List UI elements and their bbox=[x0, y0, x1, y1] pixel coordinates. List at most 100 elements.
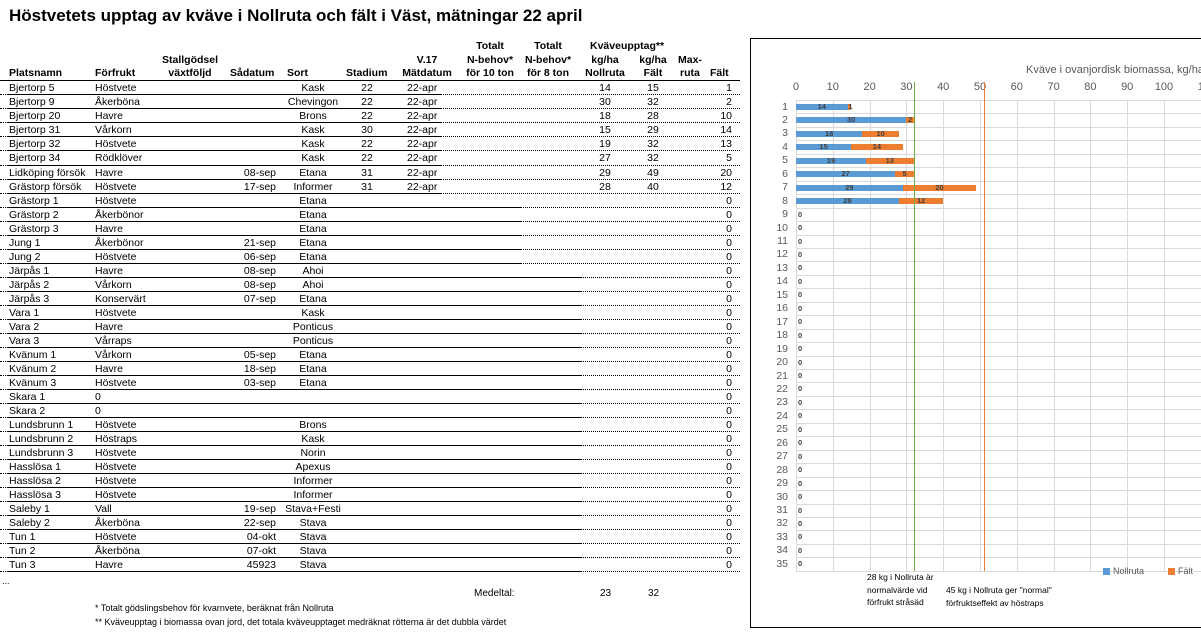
cell-nollruta: 14 bbox=[599, 82, 611, 94]
cell-forfrukt: Vårkorn bbox=[95, 124, 132, 136]
annotation-green-line-2: normalvärde vid bbox=[867, 584, 928, 595]
table-row: Vara 3 Vårraps Ponticus 0 bbox=[0, 334, 740, 349]
cell-forfrukt: Rödklöver bbox=[95, 152, 143, 164]
cell-platsnamn: Grästorp 2 bbox=[9, 209, 59, 222]
bar-falt[interactable] bbox=[899, 198, 944, 205]
table-row: Hasslösa 1 Höstvete Apexus 0 bbox=[0, 460, 740, 475]
bar-falt[interactable] bbox=[906, 117, 914, 124]
annotation-green-line-3: förfrukt stråsäd bbox=[867, 597, 924, 607]
bar-falt[interactable] bbox=[895, 171, 914, 178]
cell-diff: 10 bbox=[720, 110, 732, 122]
cell-diff: 0 bbox=[726, 223, 732, 236]
row-border bbox=[440, 136, 740, 137]
cell-stadium: 22 bbox=[361, 96, 373, 108]
cell-forfrukt: Vårkorn bbox=[95, 279, 132, 292]
y-tick-label: 25 bbox=[776, 423, 788, 436]
cell-diff: 0 bbox=[726, 391, 732, 404]
cell-diff: 0 bbox=[726, 405, 732, 418]
bar-nollruta[interactable] bbox=[796, 184, 903, 191]
bar-falt[interactable] bbox=[902, 184, 977, 191]
gridline bbox=[796, 382, 1201, 384]
cell-diff: 0 bbox=[726, 545, 732, 558]
cell-sort: Kask bbox=[301, 138, 325, 150]
cell-sort: Kask bbox=[301, 152, 325, 164]
cell-sort: Ponticus bbox=[292, 335, 334, 348]
cell-forfrukt: Höstvete bbox=[95, 195, 137, 208]
gridline bbox=[1053, 100, 1055, 572]
cell-nollruta: 28 bbox=[599, 181, 611, 194]
cell-nollruta: 15 bbox=[599, 124, 611, 136]
gridline bbox=[1090, 100, 1092, 572]
bar-nollruta[interactable] bbox=[796, 144, 852, 151]
cell-platsnamn: Bjertorp 9 bbox=[9, 96, 55, 108]
row-border bbox=[520, 263, 740, 265]
row-border bbox=[580, 291, 740, 293]
bar-nollruta[interactable] bbox=[796, 157, 866, 164]
cell-platsnamn: Järpås 1 bbox=[9, 265, 50, 278]
row-border bbox=[8, 417, 580, 419]
row-border bbox=[0, 361, 8, 363]
bar-falt[interactable] bbox=[865, 157, 914, 164]
header-n8-1: Totalt bbox=[534, 40, 562, 52]
row-border bbox=[0, 473, 8, 475]
header-diff: Fält bbox=[710, 67, 729, 79]
gridline bbox=[796, 180, 1201, 182]
row-border bbox=[440, 193, 740, 195]
bar-value-label: 10 bbox=[876, 128, 885, 138]
cell-matdatum: 22-apr bbox=[407, 82, 438, 94]
gridline bbox=[796, 449, 1201, 451]
bar-nollruta[interactable] bbox=[796, 198, 900, 205]
bar-value-label: 13 bbox=[885, 155, 894, 165]
x-tick-label: 1 bbox=[1186, 81, 1201, 93]
bar-falt[interactable] bbox=[862, 130, 900, 137]
bar-nollruta[interactable] bbox=[796, 117, 907, 124]
bar-nollruta[interactable] bbox=[796, 130, 863, 137]
cell-sort: Etana bbox=[299, 209, 327, 222]
gridline bbox=[796, 140, 1201, 142]
row-border bbox=[8, 94, 440, 95]
legend-falt[interactable]: Fält bbox=[1168, 566, 1193, 576]
cell-sort: Apexus bbox=[295, 461, 331, 474]
row-border bbox=[580, 347, 740, 349]
bar-value-label: 0 bbox=[798, 545, 803, 555]
bar-nollruta[interactable] bbox=[796, 104, 848, 110]
x-tick-label: 90 bbox=[1121, 81, 1134, 93]
cell-sadatum: 07-okt bbox=[246, 545, 276, 558]
row-border bbox=[8, 136, 440, 137]
row-border bbox=[0, 375, 8, 377]
cell-matdatum: 22-apr bbox=[407, 167, 438, 180]
cell-diff: 0 bbox=[726, 363, 732, 376]
y-tick-label: 9 bbox=[782, 208, 788, 221]
nitrogen-bar-chart[interactable]: Kväve i ovanjordisk biomassa, kg/ha 0 10 2… bbox=[750, 38, 1201, 628]
cell-platsnamn: Vara 3 bbox=[9, 335, 40, 348]
table-row: Hasslösa 3 Höstvete Informer 0 bbox=[0, 488, 740, 503]
bar-falt[interactable] bbox=[847, 104, 852, 110]
y-tick-label: 34 bbox=[776, 544, 788, 557]
gridline bbox=[796, 516, 1201, 518]
cell-platsnamn: Bjertorp 20 bbox=[9, 110, 61, 122]
bar-nollruta[interactable] bbox=[796, 171, 896, 178]
gridline bbox=[796, 207, 1201, 209]
row-border bbox=[580, 487, 740, 489]
x-tick-label: 100 bbox=[1154, 81, 1174, 93]
row-border bbox=[8, 179, 440, 181]
cell-diff: 0 bbox=[726, 251, 732, 264]
cell-sadatum: 07-sep bbox=[243, 293, 276, 306]
row-border bbox=[520, 207, 740, 209]
row-border bbox=[0, 136, 8, 137]
cell-sort: Ponticus bbox=[292, 321, 334, 334]
x-tick-label: 60 bbox=[1010, 81, 1023, 93]
gridline bbox=[1164, 100, 1165, 572]
bar-falt[interactable] bbox=[851, 144, 903, 151]
gridline bbox=[906, 100, 908, 572]
row-border bbox=[580, 571, 740, 573]
y-tick-label: 30 bbox=[776, 490, 788, 503]
y-tick-label: 6 bbox=[782, 167, 788, 180]
cell-nollruta: 27 bbox=[599, 152, 611, 164]
row-border bbox=[0, 515, 8, 517]
legend-nollruta[interactable]: Nollruta bbox=[1103, 566, 1144, 576]
gridline bbox=[796, 342, 1201, 344]
row-border bbox=[8, 473, 580, 475]
table-row: Skara 1 0 0 bbox=[0, 390, 740, 405]
cell-diff: 0 bbox=[726, 237, 732, 250]
